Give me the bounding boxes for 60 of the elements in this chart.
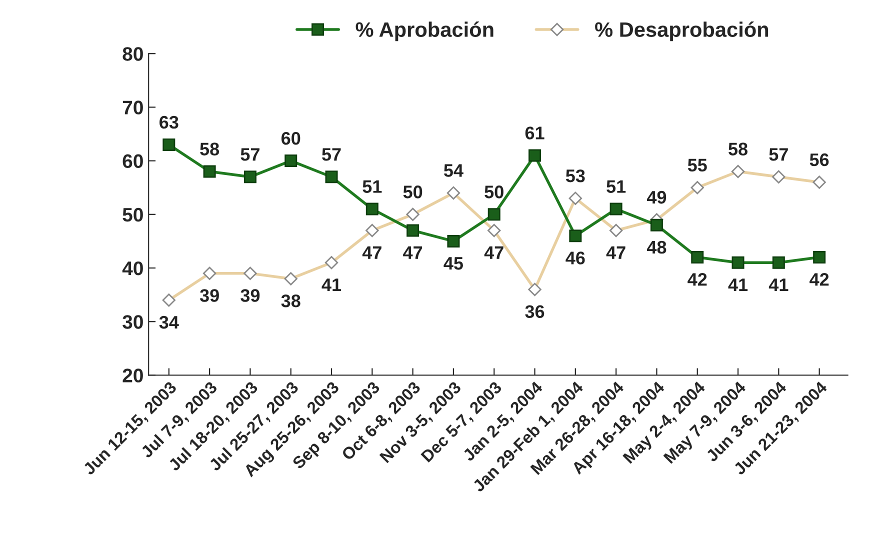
- data-label: 47: [403, 246, 422, 259]
- data-label: 42: [688, 273, 707, 286]
- y-tick-label: 70: [122, 100, 143, 114]
- y-tick-label: 20: [122, 368, 143, 382]
- point: [366, 202, 378, 216]
- data-label: 56: [810, 153, 829, 166]
- data-label: 41: [728, 278, 748, 291]
- point: [772, 256, 785, 269]
- data-label: 34: [159, 316, 179, 329]
- data-label: 47: [362, 246, 382, 259]
- data-label: 36: [525, 305, 544, 318]
- data-label: 42: [810, 273, 829, 286]
- legend-label: % Desaprobación: [595, 21, 768, 42]
- data-label: 45: [444, 257, 464, 270]
- point: [447, 234, 460, 248]
- data-label: 38: [281, 294, 300, 308]
- y-tick-label: 40: [122, 261, 143, 276]
- point: [406, 224, 420, 237]
- y-tick-label: 60: [122, 154, 143, 168]
- point: [732, 256, 744, 269]
- point: [203, 165, 216, 178]
- data-label: 57: [322, 148, 341, 161]
- data-label: 49: [646, 190, 666, 204]
- data-label: 58: [200, 142, 220, 156]
- y-tick-label: 50: [122, 208, 143, 222]
- y-tick-label: 30: [122, 315, 143, 329]
- data-label: 55: [688, 158, 707, 172]
- data-label: 57: [769, 148, 788, 161]
- data-label: 48: [646, 240, 666, 254]
- data-label: 41: [322, 278, 342, 291]
- point: [488, 208, 500, 221]
- legend-label: % Aprobación: [356, 21, 494, 42]
- data-label: 54: [444, 164, 464, 177]
- data-label: 61: [525, 126, 544, 140]
- point: [284, 154, 298, 168]
- point: [813, 251, 826, 264]
- data-label: 39: [200, 289, 219, 302]
- data-label: 50: [403, 186, 422, 198]
- point: [162, 138, 176, 151]
- data-label: 47: [606, 246, 626, 259]
- data-label: 60: [281, 132, 300, 145]
- data-label: 53: [566, 169, 585, 182]
- data-label: 39: [240, 289, 260, 302]
- data-label: 51: [362, 180, 382, 193]
- data-label: 41: [768, 278, 788, 291]
- data-label: 63: [160, 116, 178, 129]
- data-label: 46: [566, 252, 585, 264]
- point: [691, 251, 704, 264]
- data-label: 51: [606, 180, 626, 193]
- data-label: 57: [240, 148, 260, 161]
- data-label: 50: [484, 186, 504, 198]
- point: [610, 202, 622, 216]
- point: [528, 149, 542, 162]
- point: [325, 170, 338, 184]
- data-label: 47: [484, 246, 504, 259]
- point: [569, 230, 582, 242]
- y-tick-label: 80: [122, 47, 143, 61]
- point: [244, 170, 256, 184]
- data-label: 58: [728, 142, 748, 156]
- point: [650, 218, 663, 232]
